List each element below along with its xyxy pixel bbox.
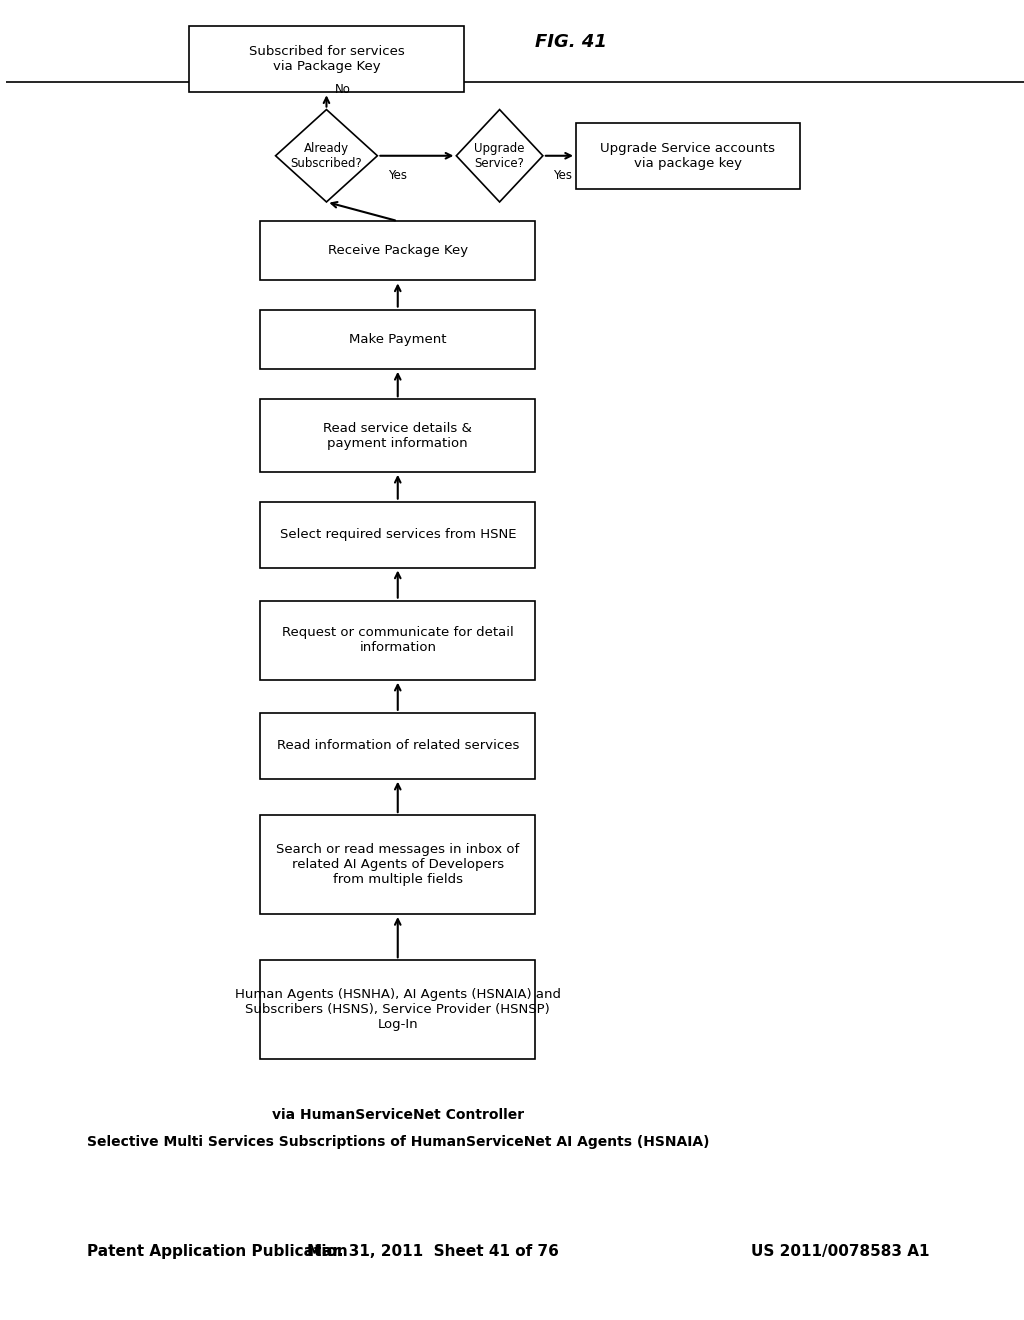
Text: Already
Subscribed?: Already Subscribed? [291,141,362,170]
FancyBboxPatch shape [260,502,536,568]
FancyBboxPatch shape [260,309,536,368]
Text: Search or read messages in inbox of
related AI Agents of Developers
from multipl: Search or read messages in inbox of rela… [276,843,519,886]
Text: US 2011/0078583 A1: US 2011/0078583 A1 [752,1243,930,1259]
FancyBboxPatch shape [260,220,536,280]
Text: Upgrade Service accounts
via package key: Upgrade Service accounts via package key [600,141,775,170]
Text: Read service details &
payment information: Read service details & payment informati… [324,421,472,450]
FancyBboxPatch shape [575,123,800,189]
Text: via HumanServiceNet Controller: via HumanServiceNet Controller [271,1109,524,1122]
Text: No: No [335,83,350,96]
FancyBboxPatch shape [260,814,536,913]
Text: Subscribed for services
via Package Key: Subscribed for services via Package Key [249,45,404,74]
Text: Upgrade
Service?: Upgrade Service? [474,141,525,170]
Text: Make Payment: Make Payment [349,333,446,346]
Text: Yes: Yes [553,169,572,182]
FancyBboxPatch shape [260,399,536,471]
FancyBboxPatch shape [260,601,536,680]
Text: Human Agents (HSNHA), AI Agents (HSNAIA) and
Subscribers (HSNS), Service Provide: Human Agents (HSNHA), AI Agents (HSNAIA)… [234,989,561,1031]
Text: Read information of related services: Read information of related services [276,739,519,752]
Text: Patent Application Publication: Patent Application Publication [87,1243,348,1259]
Text: Request or communicate for detail
information: Request or communicate for detail inform… [282,626,514,655]
Text: FIG. 41: FIG. 41 [536,33,607,51]
FancyBboxPatch shape [260,961,536,1059]
Text: Receive Package Key: Receive Package Key [328,244,468,257]
Text: Select required services from HSNE: Select required services from HSNE [280,528,516,541]
Polygon shape [275,110,378,202]
Text: Yes: Yes [387,169,407,182]
Text: Mar. 31, 2011  Sheet 41 of 76: Mar. 31, 2011 Sheet 41 of 76 [307,1243,559,1259]
Text: Selective Multi Services Subscriptions of HumanServiceNet AI Agents (HSNAIA): Selective Multi Services Subscriptions o… [86,1135,709,1148]
Polygon shape [457,110,543,202]
FancyBboxPatch shape [189,26,464,92]
FancyBboxPatch shape [260,713,536,779]
